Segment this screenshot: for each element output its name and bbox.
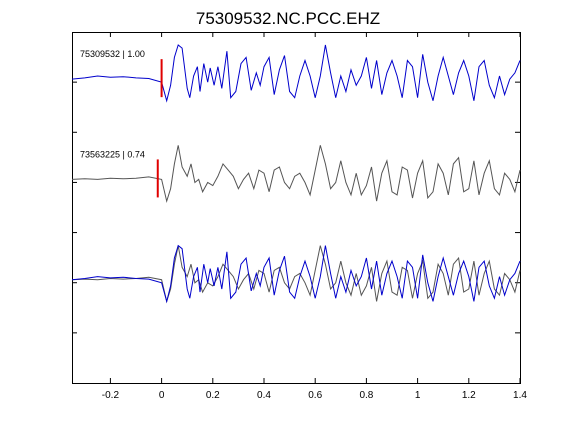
trace-label: 73563225 | 0.74	[80, 149, 145, 159]
x-tick-label: 0.2	[206, 390, 220, 401]
trace-labels: 75309532 | 1.00 73563225 | 0.74	[80, 49, 145, 159]
y-axis-ticks	[72, 81, 520, 334]
trace-group	[71, 44, 521, 304]
x-tick-label: 0.6	[308, 390, 322, 401]
waveform-trace	[71, 44, 521, 103]
overlay-trace	[71, 244, 521, 304]
x-tick-label: 0.8	[359, 390, 373, 401]
x-tick-label: 0.4	[257, 390, 271, 401]
chart-title: 75309532.NC.PCC.EHZ	[196, 9, 380, 28]
x-tick-label: 1.4	[513, 390, 527, 401]
x-tick-label: -0.2	[102, 390, 120, 401]
plot-frame	[72, 32, 521, 384]
x-tick-label: 1.2	[462, 390, 476, 401]
x-axis-ticks: -0.2 0 0.2 0.4 0.6 0.8 1 1.2 1.4	[102, 32, 527, 401]
trace-label: 75309532 | 1.00	[80, 49, 145, 59]
waveform-trace	[71, 145, 521, 203]
x-tick-label: 0	[159, 390, 165, 401]
x-tick-label: 1	[415, 390, 421, 401]
overlay-trace	[71, 245, 521, 304]
